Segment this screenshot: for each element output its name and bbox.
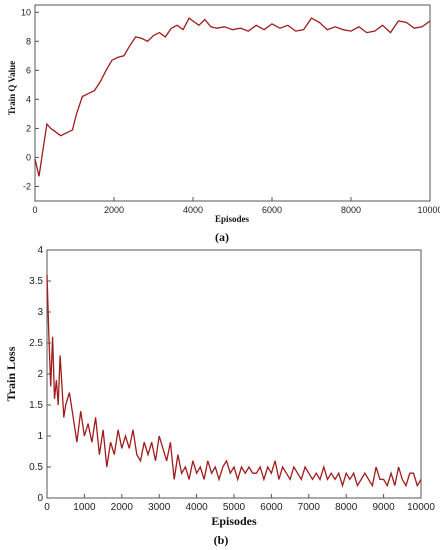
chart-a-xlabel: Episodes (215, 214, 250, 224)
chart-b-ytick-label: 0.5 (29, 462, 43, 473)
chart-a-ytick-label: 2 (26, 123, 31, 133)
chart-a-series-line (34, 17, 431, 177)
chart-b-xtick-label: 2000 (111, 502, 134, 513)
chart-a: -2 0 2 4 6 8 10 0 2000 4000 6000 8000 10000 Episode… (7, 4, 440, 244)
chart-b-ytick-label: 2.5 (29, 338, 43, 349)
chart-b-xtick-label: 1000 (73, 502, 96, 513)
chart-b-ytick-label: 0 (37, 493, 43, 504)
chart-a-xtick-label: 6000 (262, 205, 282, 215)
chart-a-ytick-label: 8 (26, 36, 31, 46)
chart-b-plot-frame (46, 249, 422, 499)
chart-a-xtick-label: 8000 (341, 205, 361, 215)
chart-a-plot-frame (34, 4, 431, 202)
chart-b-xtick-label: 0 (44, 502, 50, 513)
chart-a-ytick-label: 10 (21, 7, 31, 17)
chart-b-ytick-label: 2 (37, 369, 43, 380)
chart-a-xtick-label: 2000 (104, 205, 124, 215)
chart-a-ytick-label: 4 (26, 94, 31, 104)
chart-b-ytick-label: 1 (37, 431, 43, 442)
chart-b-xtick-label: 4000 (185, 502, 208, 513)
chart-b-xtick-label: 8000 (335, 502, 358, 513)
chart-a-ytick-label: -2 (23, 181, 31, 191)
chart-b-ytick-label: 1.5 (29, 400, 43, 411)
chart-b-xtick-label: 3000 (148, 502, 171, 513)
chart-b-ytick-label: 3.5 (29, 276, 43, 287)
chart-b-ylabel: Train Loss (4, 346, 18, 401)
chart-b: 0 0.5 1 1.5 2 2.5 3 3.5 4 0 1000 2000 3000 4000 5000 6… (4, 245, 435, 547)
chart-b-ytick-label: 4 (37, 245, 43, 256)
chart-b-xtick-label: 7000 (298, 502, 321, 513)
chart-b-xtick-label: 9000 (372, 502, 395, 513)
chart-a-xtick-label: 4000 (183, 205, 203, 215)
chart-a-ylabel: Train Q Value (7, 61, 17, 115)
chart-b-xtick-label: 10000 (407, 502, 435, 513)
chart-b-xtick-label: 5000 (223, 502, 246, 513)
chart-a-caption: (a) (215, 230, 229, 244)
chart-a-ytick-label: 6 (26, 65, 31, 75)
chart-b-xtick-label: 6000 (260, 502, 283, 513)
chart-a-ytick-label: 0 (26, 152, 31, 162)
chart-a-xtick-label: 0 (32, 205, 37, 215)
chart-b-xlabel: Episodes (211, 514, 257, 528)
chart-b-ytick-label: 3 (37, 307, 43, 318)
chart-b-series-line (46, 274, 422, 488)
chart-a-xtick-label: 10000 (417, 205, 440, 215)
chart-b-caption: (b) (214, 533, 229, 547)
